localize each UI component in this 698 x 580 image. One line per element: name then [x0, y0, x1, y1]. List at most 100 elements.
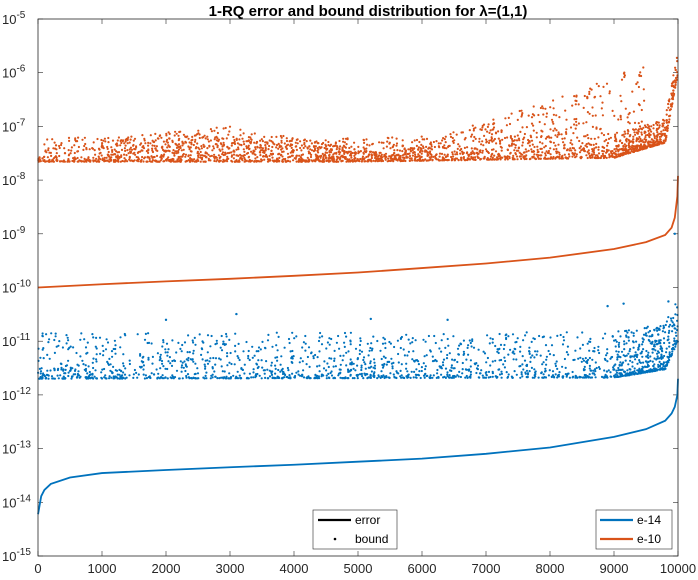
- e10-bound-point: [63, 147, 66, 150]
- e10-bound-point: [278, 156, 281, 159]
- e14-bound-point: [282, 370, 285, 374]
- e14-bound-point: [589, 376, 592, 379]
- e14-bound-point: [407, 376, 410, 379]
- e14-bound-point: [583, 376, 587, 379]
- e10-bound-point: [245, 140, 248, 143]
- e10-bound-point: [299, 160, 303, 163]
- e14-bound-point: [252, 368, 255, 371]
- e10-bound-point: [591, 114, 594, 117]
- e14-bound-point: [339, 363, 342, 366]
- e10-bound-point: [226, 155, 229, 158]
- e14-bound-point: [293, 337, 296, 340]
- e14-bound-point: [631, 365, 634, 368]
- e14-bound-point: [412, 376, 415, 379]
- e10-bound-point: [637, 122, 640, 125]
- e10-bound-point: [260, 138, 263, 141]
- e14-bound-point: [234, 350, 237, 353]
- e10-bound-point: [83, 144, 86, 148]
- e14-bound-point: [67, 374, 70, 378]
- e10-bound-point: [366, 143, 369, 146]
- e10-bound-point: [658, 126, 661, 129]
- e10-bound-point: [601, 152, 605, 155]
- e10-bound-point: [179, 155, 183, 158]
- e10-bound-point: [635, 138, 639, 141]
- e14-bound-point: [339, 371, 342, 374]
- e14-bound-point: [332, 377, 335, 380]
- e14-bound-point: [547, 374, 551, 377]
- e14-bound-point: [86, 341, 89, 344]
- e10-bound-point: [478, 137, 481, 140]
- e14-bound-point: [429, 374, 432, 377]
- e14-bound-point-outlier: [606, 304, 609, 308]
- e14-bound-point: [209, 345, 212, 348]
- e14-bound-point: [552, 375, 556, 378]
- e14-bound-point: [266, 339, 270, 342]
- e14-bound-point: [93, 375, 96, 378]
- e14-bound-point: [466, 346, 469, 349]
- e14-bound-point: [136, 333, 139, 336]
- e14-bound-point: [221, 370, 224, 373]
- e14-bound-point: [618, 375, 621, 378]
- e14-bound-point: [301, 360, 304, 363]
- e10-bound-point: [129, 150, 133, 153]
- e10-bound-point: [336, 146, 339, 149]
- e10-bound-point: [449, 135, 453, 138]
- e10-bound-point: [242, 132, 245, 135]
- e10-bound-point: [417, 153, 420, 156]
- e10-bound-point: [581, 148, 584, 151]
- e10-bound-point: [517, 149, 520, 152]
- e10-bound-point: [111, 150, 114, 153]
- e14-bound-point: [632, 332, 635, 335]
- e14-bound-point: [393, 345, 396, 349]
- e14-bound-point: [218, 377, 221, 380]
- e10-bound-point: [312, 145, 316, 148]
- e10-bound-point: [561, 95, 564, 98]
- e10-bound-point: [531, 113, 535, 116]
- e14-bound-point: [194, 343, 197, 346]
- e14-bound-point: [583, 365, 586, 368]
- e10-bound-point: [123, 153, 126, 156]
- e10-bound-point: [53, 141, 56, 144]
- e10-bound-point: [338, 147, 341, 150]
- e10-bound-point: [471, 124, 474, 127]
- e14-bound-point: [648, 329, 652, 333]
- e14-bound-point: [505, 371, 508, 374]
- e14-bound-point: [159, 357, 162, 360]
- e14-bound-point: [142, 368, 145, 371]
- e14-bound-point: [642, 338, 645, 341]
- e14-bound-point: [437, 376, 440, 379]
- e10-bound-point: [530, 139, 534, 142]
- e10-bound-point: [242, 140, 245, 143]
- e10-bound-point: [642, 126, 645, 129]
- e10-bound-point: [665, 109, 668, 112]
- e14-bound-point: [515, 358, 518, 361]
- e10-bound-point: [607, 149, 610, 152]
- e10-bound-point: [484, 148, 488, 151]
- e14-bound-point: [80, 332, 83, 335]
- e14-bound-point: [67, 348, 70, 351]
- e10-bound-point: [191, 159, 194, 162]
- e14-bound-point: [661, 368, 664, 371]
- e10-bound-point: [395, 137, 398, 140]
- e10-bound-point: [496, 158, 499, 161]
- e14-bound-point: [318, 364, 321, 367]
- e10-bound-point: [541, 151, 544, 154]
- e14-bound-point: [431, 376, 434, 379]
- e14-bound-point: [632, 334, 635, 337]
- e10-bound-point: [133, 147, 136, 151]
- e10-bound-point: [552, 113, 556, 116]
- e14-bound-point: [178, 377, 181, 380]
- e14-bound-point: [402, 376, 405, 379]
- e10-bound-point: [672, 81, 675, 84]
- e10-bound-point: [123, 160, 126, 163]
- e10-bound-point: [533, 153, 536, 156]
- e14-bound-point: [574, 349, 577, 352]
- e10-bound-point: [638, 73, 641, 77]
- e10-bound-point: [202, 136, 205, 139]
- e14-bound-point: [614, 339, 617, 342]
- e14-bound-point: [41, 332, 44, 335]
- e10-bound-point: [204, 137, 207, 140]
- e14-bound-point: [424, 340, 427, 343]
- e14-bound-point: [581, 331, 584, 334]
- e14-bound-point: [360, 372, 363, 375]
